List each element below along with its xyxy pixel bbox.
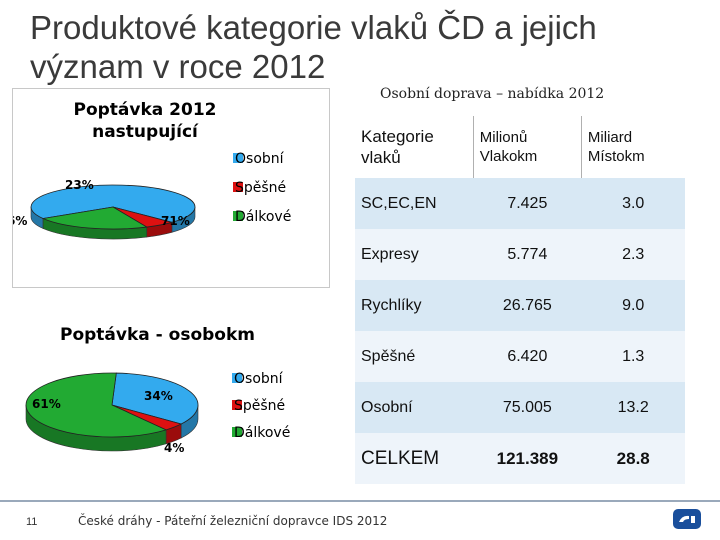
pie-chart-2-svg: Poptávka - osobokm 34% 4% 61% Osobní Spěšné… [25,325,290,455]
pie-1-legend-label: Spěšné [235,180,286,196]
cell-category: CELKEM [361,447,440,469]
table-row-total: CELKEM 121.389 28.8 [355,433,685,484]
header-train-km: Milionů Vlakokm [472,116,582,178]
cell-category: Rychlíky [361,296,422,314]
pie-1-slice-dálkové [41,206,148,230]
pie-1-legend-label: Dálkové [235,209,291,225]
cell-train-km: 7.425 [507,194,548,212]
pie-2-data-label: 34% [144,389,173,403]
pie-1-legend-label: Osobní [235,151,285,167]
header-category: Kategorie vlaků [361,127,434,167]
pie-1-data-label: 23% [65,178,94,192]
train-category-table: Kategorie vlaků Milionů Vlakokm Miliard … [355,116,685,484]
cell-seat-km: 28.8 [616,448,650,468]
cell-category: SC,EC,EN [361,194,437,212]
pie-2-legend-label: Spěšné [234,398,285,414]
cell-category: Expresy [361,245,419,263]
cell-train-km: 6.420 [507,347,548,365]
pie-1-legend-swatch [233,182,243,192]
pie-1-legend-swatch [233,153,243,163]
cell-train-km: 26.765 [502,296,552,314]
footer-band [0,502,720,540]
pie-2-data-label: 4% [164,441,184,455]
pie-2-legend-label: Osobní [234,371,284,387]
chart-1-title-line-1: Poptávka 2012 [74,100,217,120]
footer-text: České dráhy - Páteřní železniční dopravc… [78,514,388,528]
cell-train-km: 121.389 [496,448,559,468]
cell-category: Osobní [361,398,413,416]
table-header-row: Kategorie vlaků Milionů Vlakokm Miliard … [355,116,685,178]
pie-2-slice-osobní [111,372,199,425]
table-row: Expresy 5.774 2.3 [355,229,685,280]
cell-train-km: 75.005 [502,398,552,416]
page-number: 11 [26,516,38,528]
pie-2-legend-swatch [232,400,242,410]
pie-chart-boarding-demand: Poptávka 2012 nastupující 71% 6% 23% Osobn… [12,88,330,288]
cell-seat-km: 9.0 [622,296,645,314]
cd-logo-icon [673,509,701,529]
table-row: Spěšné 6.420 1.3 [355,331,685,382]
pie-1-slice-osobní [30,184,196,223]
chart-1-title-line-2: nastupující [92,122,199,142]
pie-1-data-label: 6% [13,214,27,228]
cell-train-km: 5.774 [507,245,548,263]
table-row: Rychlíky 26.765 9.0 [355,280,685,331]
pie-2-slice-dálkové [25,372,168,438]
pie-2-data-label: 61% [32,397,61,411]
cell-seat-km: 13.2 [617,398,649,416]
pie-chart-1-svg: Poptávka 2012 nastupující 71% 6% 23% Osobn… [13,100,291,240]
pie-2-legend: Osobní Spěšné Dálkové [232,371,290,441]
pie-2-slices: 34% 4% 61% [25,372,199,455]
table-caption: Osobní doprava – nabídka 2012 [380,86,605,102]
cell-seat-km: 3.0 [622,194,645,212]
pie-2-legend-label: Dálkové [234,425,290,441]
pie-1-legend-swatch [233,211,243,221]
pie-1-data-label: 71% [161,214,190,228]
slide-title: Produktové kategorie vlaků ČD a jejich v… [30,9,597,85]
pie-1-slices: 71% 6% 23% [13,178,196,240]
pie-2-legend-swatch [232,373,242,383]
footer-divider [0,500,720,502]
cell-seat-km: 1.3 [622,347,645,365]
table-row: SC,EC,EN 7.425 3.0 [355,178,685,229]
pie-1-legend: Osobní Spěšné Dálkové [233,151,291,225]
pie-2-legend-swatch [232,427,242,437]
cell-category: Spěšné [361,347,416,365]
pie-chart-passenger-km-demand: Poptávka - osobokm 34% 4% 61% Osobní Spěšné… [12,300,330,480]
cell-seat-km: 2.3 [622,245,645,263]
header-seat-km: Miliard Místokm [580,116,685,178]
chart-2-title: Poptávka - osobokm [60,325,255,345]
table-row: Osobní 75.005 13.2 [355,382,685,433]
